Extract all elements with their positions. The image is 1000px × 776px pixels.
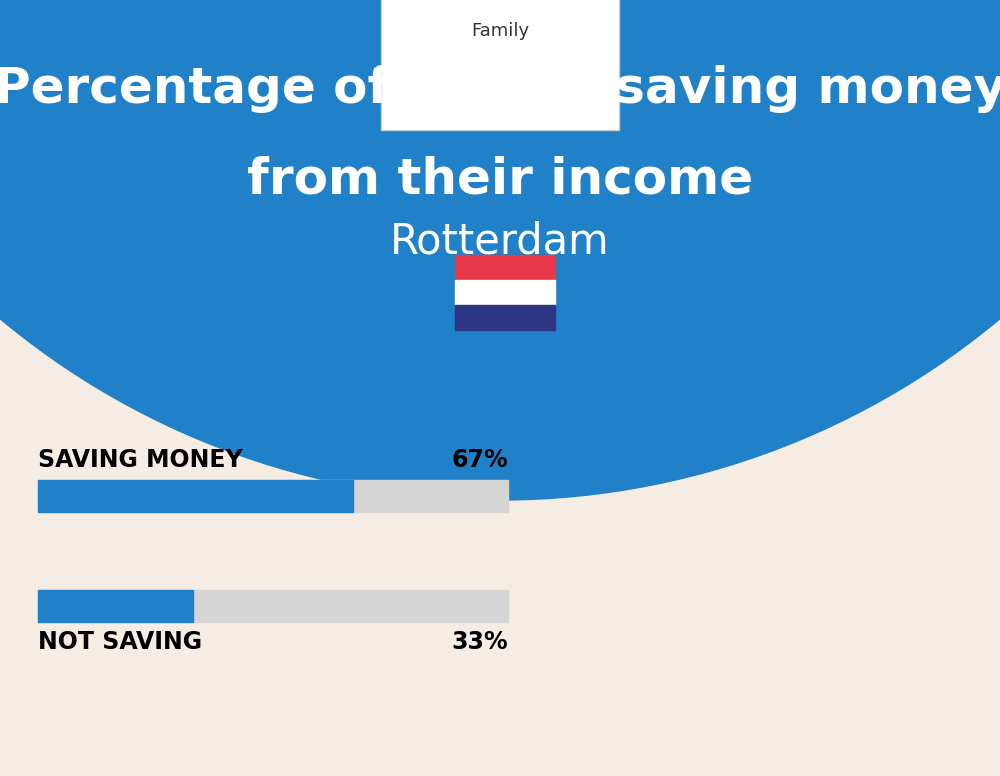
Bar	[38, 480, 353, 512]
Text: 67%: 67%	[451, 448, 508, 472]
Text: Percentage of people saving money: Percentage of people saving money	[0, 65, 1000, 113]
Circle shape	[0, 0, 1000, 500]
Text: Family: Family	[471, 22, 529, 40]
Bar	[455, 255, 555, 280]
Bar	[455, 280, 555, 305]
Text: NOT SAVING: NOT SAVING	[38, 630, 202, 654]
Bar	[38, 480, 508, 512]
Text: SAVING MONEY: SAVING MONEY	[38, 448, 243, 472]
Bar	[38, 590, 508, 622]
Text: from their income: from their income	[247, 155, 753, 203]
Bar	[38, 590, 193, 622]
Text: 33%: 33%	[451, 630, 508, 654]
Text: Rotterdam: Rotterdam	[390, 220, 610, 262]
Bar	[455, 305, 555, 330]
